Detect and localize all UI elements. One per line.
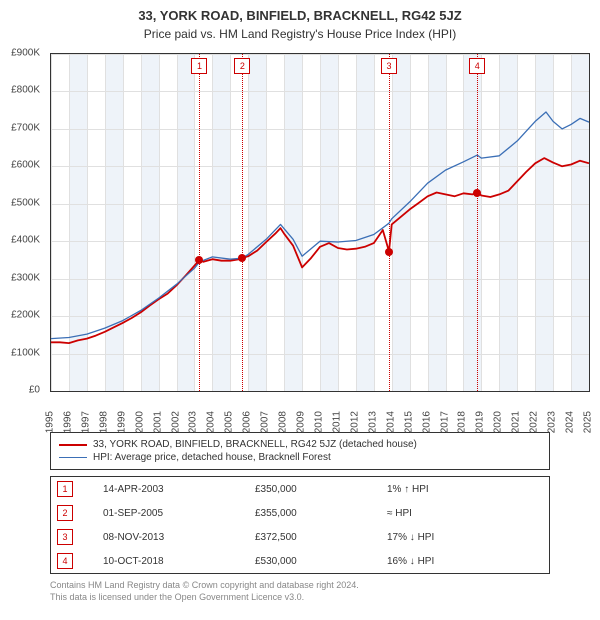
chart-legend: 33, YORK ROAD, BINFIELD, BRACKNELL, RG42… xyxy=(50,432,550,470)
x-tick-label: 2007 xyxy=(260,411,271,433)
event-number: 3 xyxy=(57,529,73,545)
x-tick-label: 2025 xyxy=(583,411,594,433)
legend-swatch xyxy=(59,444,87,446)
y-tick-label: £300K xyxy=(11,272,40,283)
event-table: 1 14-APR-2003£350,0001% ↑ HPI 2 01-SEP-2005… xyxy=(50,476,550,574)
event-delta: 1% ↑ HPI xyxy=(381,477,549,501)
event-date: 14-APR-2003 xyxy=(97,477,249,501)
footer-line: This data is licensed under the Open Gov… xyxy=(50,592,550,604)
y-tick-label: £900K xyxy=(11,48,40,59)
event-price: £350,000 xyxy=(249,477,381,501)
event-marker-box: 3 xyxy=(381,58,397,74)
x-tick-label: 1996 xyxy=(62,411,73,433)
legend-item: 33, YORK ROAD, BINFIELD, BRACKNELL, RG42… xyxy=(59,438,541,451)
x-tick-label: 1998 xyxy=(98,411,109,433)
event-price: £355,000 xyxy=(249,501,381,525)
y-tick-label: £400K xyxy=(11,235,40,246)
price-chart: £0 £100K £200K £300K £400K £500K £600K £700K £80… xyxy=(0,47,600,422)
y-tick-label: £0 xyxy=(29,385,40,396)
chart-lines xyxy=(51,54,589,391)
x-tick-label: 2010 xyxy=(314,411,325,433)
event-marker-box: 4 xyxy=(469,58,485,74)
x-tick-label: 2023 xyxy=(547,411,558,433)
x-tick-label: 2012 xyxy=(349,411,360,433)
x-tick-label: 2009 xyxy=(296,411,307,433)
event-price: £372,500 xyxy=(249,525,381,549)
x-tick-label: 1997 xyxy=(80,411,91,433)
y-tick-label: £600K xyxy=(11,160,40,171)
price-point-marker xyxy=(195,256,203,264)
legend-label: 33, YORK ROAD, BINFIELD, BRACKNELL, RG42… xyxy=(93,439,417,450)
legend-label: HPI: Average price, detached house, Brac… xyxy=(93,452,331,463)
x-tick-label: 2016 xyxy=(421,411,432,433)
x-tick-label: 2017 xyxy=(439,411,450,433)
x-tick-label: 2014 xyxy=(385,411,396,433)
price-point-marker xyxy=(238,254,246,262)
x-tick-label: 2008 xyxy=(278,411,289,433)
price-point-marker xyxy=(385,248,393,256)
x-tick-label: 2020 xyxy=(493,411,504,433)
x-tick-label: 2001 xyxy=(152,411,163,433)
event-date: 08-NOV-2013 xyxy=(97,525,249,549)
footer-attribution: Contains HM Land Registry data © Crown c… xyxy=(50,580,550,603)
y-axis-labels: £0 £100K £200K £300K £400K £500K £600K £700K £80… xyxy=(0,47,44,422)
y-tick-label: £100K xyxy=(11,347,40,358)
x-tick-label: 2013 xyxy=(367,411,378,433)
price-point-marker xyxy=(473,189,481,197)
y-tick-label: £500K xyxy=(11,197,40,208)
x-tick-label: 2002 xyxy=(170,411,181,433)
page-subtitle: Price paid vs. HM Land Registry's House … xyxy=(0,23,600,47)
x-tick-label: 2015 xyxy=(403,411,414,433)
event-row: 4 10-OCT-2018£530,00016% ↓ HPI xyxy=(51,549,549,573)
event-row: 2 01-SEP-2005£355,000≈ HPI xyxy=(51,501,549,525)
event-marker-box: 2 xyxy=(234,58,250,74)
event-delta: ≈ HPI xyxy=(381,501,549,525)
legend-swatch xyxy=(59,457,87,458)
event-number: 2 xyxy=(57,505,73,521)
x-tick-label: 2005 xyxy=(224,411,235,433)
y-tick-label: £200K xyxy=(11,310,40,321)
y-tick-label: £700K xyxy=(11,122,40,133)
event-delta: 16% ↓ HPI xyxy=(381,549,549,573)
x-tick-label: 2018 xyxy=(457,411,468,433)
event-delta: 17% ↓ HPI xyxy=(381,525,549,549)
x-tick-label: 2024 xyxy=(565,411,576,433)
x-tick-label: 2003 xyxy=(188,411,199,433)
legend-item: HPI: Average price, detached house, Brac… xyxy=(59,451,541,464)
page-title-address: 33, YORK ROAD, BINFIELD, BRACKNELL, RG42… xyxy=(0,0,600,23)
x-tick-label: 1995 xyxy=(45,411,56,433)
event-marker-box: 1 xyxy=(191,58,207,74)
event-row: 3 08-NOV-2013£372,50017% ↓ HPI xyxy=(51,525,549,549)
event-price: £530,000 xyxy=(249,549,381,573)
x-tick-label: 2019 xyxy=(475,411,486,433)
x-tick-label: 2000 xyxy=(134,411,145,433)
event-date: 10-OCT-2018 xyxy=(97,549,249,573)
x-tick-label: 2011 xyxy=(331,411,342,433)
plot-area: 1 2 3 4 xyxy=(50,53,590,392)
footer-line: Contains HM Land Registry data © Crown c… xyxy=(50,580,550,592)
y-tick-label: £800K xyxy=(11,85,40,96)
event-number: 1 xyxy=(57,481,73,497)
x-tick-label: 2021 xyxy=(511,411,522,433)
x-tick-label: 2022 xyxy=(529,411,540,433)
x-tick-label: 1999 xyxy=(116,411,127,433)
event-date: 01-SEP-2005 xyxy=(97,501,249,525)
event-number: 4 xyxy=(57,553,73,569)
event-row: 1 14-APR-2003£350,0001% ↑ HPI xyxy=(51,477,549,501)
x-tick-label: 2004 xyxy=(206,411,217,433)
x-tick-label: 2006 xyxy=(242,411,253,433)
x-axis-labels: 1995199619971998199920002001200220032004… xyxy=(50,394,588,422)
